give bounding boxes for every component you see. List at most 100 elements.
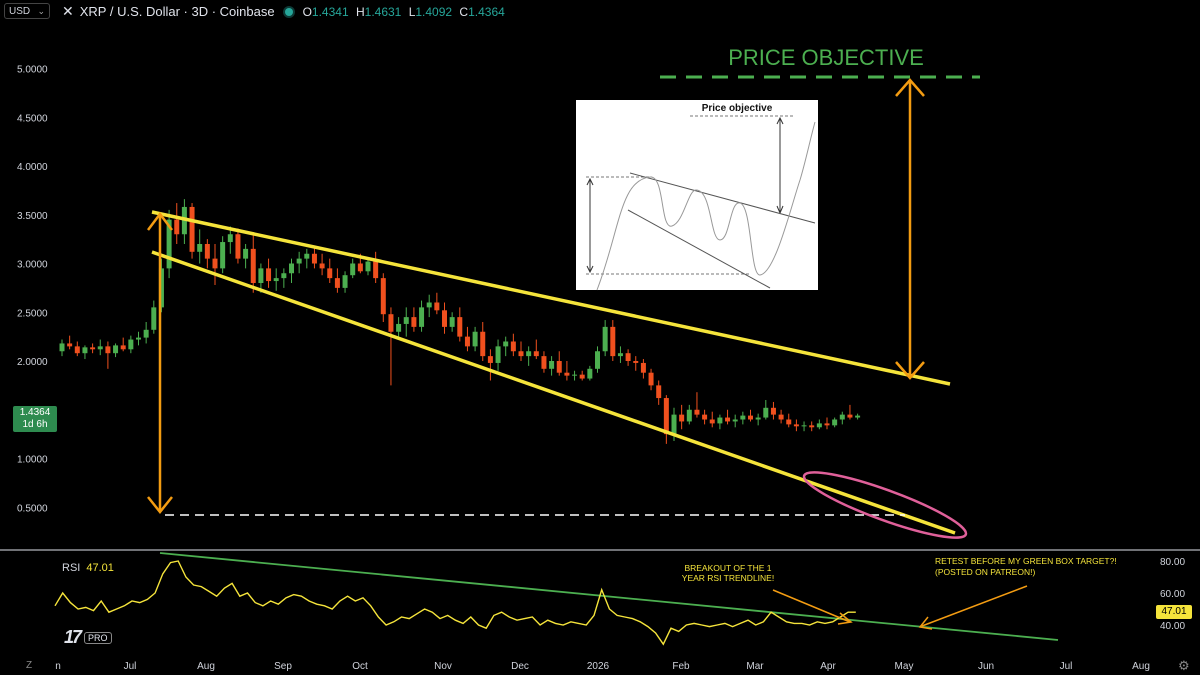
candle-body [549,361,555,369]
candle-body [419,307,425,327]
price-tick-label: 2.5000 [17,308,48,319]
candle-body [526,351,532,357]
symbol-title[interactable]: XRP / U.S. Dollar · 3D · Coinbase [79,4,275,19]
wedge-lower-trendline [151,250,956,535]
candle-body [304,253,310,259]
ohlc-open-key: O [302,4,312,19]
candle-body [855,415,861,418]
rsi-legend[interactable]: RSI 47.01 [62,562,114,574]
candle-body [748,415,753,420]
candle-body [640,362,646,373]
pro-badge: PRO [84,631,112,644]
ohlc-high: 1.4631 [364,4,402,19]
target-ellipse [802,471,968,539]
candle-body [617,353,623,357]
time-tick-label: Aug [197,661,215,672]
time-tick-label: Nov [434,661,452,672]
candle-body [541,356,547,369]
candle-body [686,409,692,422]
candle-body [311,253,317,264]
candle-body [824,423,830,426]
candle-body [633,361,639,363]
candle-body [281,273,287,279]
candle-body [625,353,631,361]
candle-body [801,425,807,427]
candle-body [97,346,103,350]
rsi-line [54,560,856,646]
candle-body [442,310,447,327]
chevron-down-icon: ⌄ [37,6,45,16]
candle-body [518,351,524,357]
candle-body [587,368,593,379]
currency-selector[interactable]: USD ⌄ [4,3,50,19]
candle-body [67,343,73,347]
candle-body [189,206,195,252]
candle-body [778,414,784,420]
candle-body [709,419,715,424]
price-tick-label: 4.5000 [17,113,48,124]
gear-icon[interactable]: ⚙ [1178,658,1190,673]
candle-body [113,345,119,354]
currency-label: USD [9,5,31,17]
tradingview-logo: 17 PRO [64,627,112,648]
candle-body [120,345,126,350]
candle-body [610,326,616,357]
price-tick-label: 1.0000 [17,455,48,466]
price-tick-label: 3.5000 [17,211,48,222]
candle-body [74,346,80,354]
candle-body [533,351,539,357]
candle-body [357,263,363,272]
candle-series [59,199,861,444]
candle-body [166,219,172,269]
candle-body [717,417,723,424]
candle-body [449,317,455,327]
rsi-value-tag: 47.01 [1156,605,1192,619]
candle-body [679,414,685,422]
candle-body [151,307,157,330]
time-tick-label: Dec [511,661,529,672]
candle-body [59,343,65,352]
candle-body [204,244,210,259]
candle-body [663,398,669,435]
last-price: 1.4364 [19,407,51,418]
candle-body [296,258,302,264]
price-tick-label: 0.5000 [17,503,48,514]
rsi-trendline [159,552,1059,641]
time-tick-label: Aug [1132,661,1150,672]
rsi-tick-label: 80.00 [1160,557,1185,568]
rsi-note-retest-line1: RETEST BEFORE MY GREEN BOX TARGET?! [935,556,1117,566]
ohlc-close: 1.4364 [468,4,505,19]
candle-body [388,314,394,332]
candle-body [816,423,822,428]
candle-body [143,329,149,338]
candle-body [564,372,570,376]
candle-body [671,414,677,435]
candle-body [243,248,249,259]
rsi-tick-label: 40.00 [1160,621,1185,632]
candle-body [572,374,578,376]
candle-body [319,263,325,269]
candle-body [595,351,600,369]
wedge-height-arrow [147,211,173,515]
time-tick-label: 2026 [587,661,610,672]
candle-body [793,424,799,427]
candle-body [289,263,294,274]
candle-body [128,339,134,350]
candle-body [725,417,731,422]
last-price-tag: 1.4364 1d 6h [13,406,57,432]
candle-body [763,407,769,418]
timezone-icon[interactable]: Z [26,660,33,671]
candle-body [702,414,708,420]
time-tick-label: Sep [274,661,292,672]
candle-body [770,407,776,415]
candle-body [694,409,700,415]
ohlc-low-key: L [408,4,416,19]
candle-body [648,372,654,386]
candle-body [556,361,562,373]
candle-body [342,275,348,288]
candle-body [457,317,463,337]
rsi-note-breakout-line1: BREAKOUT OF THE 1 [684,563,771,573]
candle-body [174,219,180,235]
candle-body [487,356,493,363]
